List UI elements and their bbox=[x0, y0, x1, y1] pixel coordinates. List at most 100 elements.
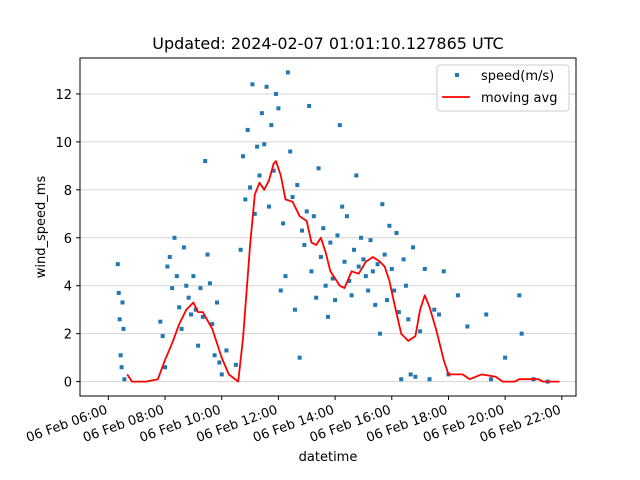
scatter-point bbox=[377, 331, 382, 336]
scatter-point bbox=[283, 274, 288, 279]
legend-box bbox=[436, 64, 570, 112]
scatter-point bbox=[163, 365, 168, 370]
chart-title: Updated: 2024-02-07 01:01:10.127865 UTC bbox=[152, 34, 503, 53]
scatter-point bbox=[300, 228, 305, 233]
scatter-point bbox=[252, 211, 257, 216]
scatter-point bbox=[359, 235, 364, 240]
scatter-point bbox=[484, 312, 489, 317]
scatter-point bbox=[503, 355, 508, 360]
y-tick-label: 6 bbox=[64, 232, 72, 247]
scatter-point bbox=[328, 240, 333, 245]
scatter-point bbox=[354, 173, 359, 178]
scatter-point bbox=[181, 245, 186, 250]
scatter-point bbox=[259, 111, 264, 116]
scatter-point bbox=[455, 293, 460, 298]
scatter-point bbox=[366, 288, 371, 293]
scatter-point bbox=[342, 259, 347, 264]
scatter-point bbox=[250, 82, 255, 87]
scatter-point bbox=[316, 166, 321, 171]
y-tick-label: 2 bbox=[64, 328, 72, 343]
scatter-point bbox=[295, 183, 300, 188]
scatter-point bbox=[340, 204, 345, 209]
scatter-point bbox=[309, 269, 314, 274]
scatter-point bbox=[441, 269, 446, 274]
scatter-point bbox=[351, 247, 356, 252]
scatter-point bbox=[307, 103, 312, 108]
scatter-point bbox=[356, 264, 361, 269]
scatter-point bbox=[399, 377, 404, 382]
scatter-point bbox=[233, 362, 238, 367]
scatter-point bbox=[403, 283, 408, 288]
scatter-point bbox=[318, 254, 323, 259]
scatter-point bbox=[117, 317, 122, 322]
legend-label-moving-avg: moving avg bbox=[481, 91, 557, 106]
y-axis: 0 2 4 6 8 10 12 bbox=[55, 88, 80, 391]
scatter-point bbox=[262, 142, 267, 147]
scatter-point bbox=[200, 314, 205, 319]
scatter-point bbox=[347, 278, 352, 283]
scatter-point bbox=[116, 290, 121, 295]
scatter-point bbox=[214, 300, 219, 305]
legend-scatter-marker bbox=[455, 73, 459, 77]
scatter-point bbox=[326, 314, 330, 319]
scatter-point bbox=[255, 144, 260, 149]
scatter-point bbox=[422, 266, 427, 271]
scatter-point bbox=[120, 300, 125, 305]
scatter-point bbox=[370, 269, 375, 274]
y-tick-label: 10 bbox=[55, 136, 72, 151]
grid-layer bbox=[80, 93, 576, 383]
scatter-point bbox=[394, 230, 399, 235]
scatter-point bbox=[292, 307, 297, 312]
scatter-point bbox=[160, 334, 165, 339]
scatter-point bbox=[165, 264, 170, 269]
scatter-point bbox=[186, 295, 191, 300]
scatter-point bbox=[193, 307, 198, 312]
scatter-point bbox=[198, 286, 203, 291]
scatter-point bbox=[330, 276, 335, 281]
scatter-point bbox=[335, 233, 340, 238]
y-tick-label: 12 bbox=[55, 88, 72, 103]
scatter-point bbox=[465, 324, 470, 329]
scatter-point bbox=[333, 298, 338, 303]
scatter-point bbox=[389, 266, 394, 271]
scatter-point bbox=[427, 377, 432, 382]
scatter-point bbox=[363, 274, 368, 279]
scatter-point bbox=[243, 197, 248, 202]
scatter-point bbox=[349, 293, 354, 298]
scatter-point bbox=[224, 348, 229, 353]
scatter-point bbox=[118, 353, 123, 358]
scatter-point bbox=[432, 307, 437, 312]
scatter-point bbox=[406, 317, 411, 322]
y-tick-label: 4 bbox=[64, 280, 72, 295]
y-tick-label: 0 bbox=[64, 376, 72, 391]
moving-avg-series bbox=[126, 160, 560, 383]
moving-avg-line bbox=[126, 160, 560, 383]
scatter-point bbox=[302, 242, 307, 247]
y-axis-label: wind_speed_ms bbox=[34, 176, 49, 279]
scatter-point bbox=[519, 331, 524, 336]
scatter-point bbox=[373, 302, 378, 307]
scatter-point bbox=[323, 283, 328, 288]
scatter-point bbox=[177, 305, 182, 310]
scatter-point bbox=[337, 123, 342, 128]
scatter-point bbox=[212, 353, 217, 358]
scatter-point bbox=[411, 245, 416, 250]
scatter-point bbox=[158, 319, 163, 324]
scatter-point bbox=[401, 257, 406, 262]
scatter-point bbox=[413, 374, 418, 379]
scatter-point bbox=[314, 295, 319, 300]
scatter-point bbox=[196, 343, 201, 348]
scatter-point bbox=[264, 84, 269, 89]
scatter-point bbox=[240, 154, 245, 159]
scatter-point bbox=[170, 286, 175, 291]
scatter-point bbox=[271, 168, 276, 173]
scatter-point bbox=[276, 106, 281, 111]
legend: speed(m/s) moving avg bbox=[436, 64, 570, 112]
scatter-point bbox=[392, 288, 397, 293]
scatter-point bbox=[385, 298, 390, 303]
scatter-point bbox=[361, 257, 366, 262]
scatter-point bbox=[375, 262, 380, 267]
scatter-point bbox=[418, 329, 423, 334]
scatter-point bbox=[248, 185, 253, 190]
